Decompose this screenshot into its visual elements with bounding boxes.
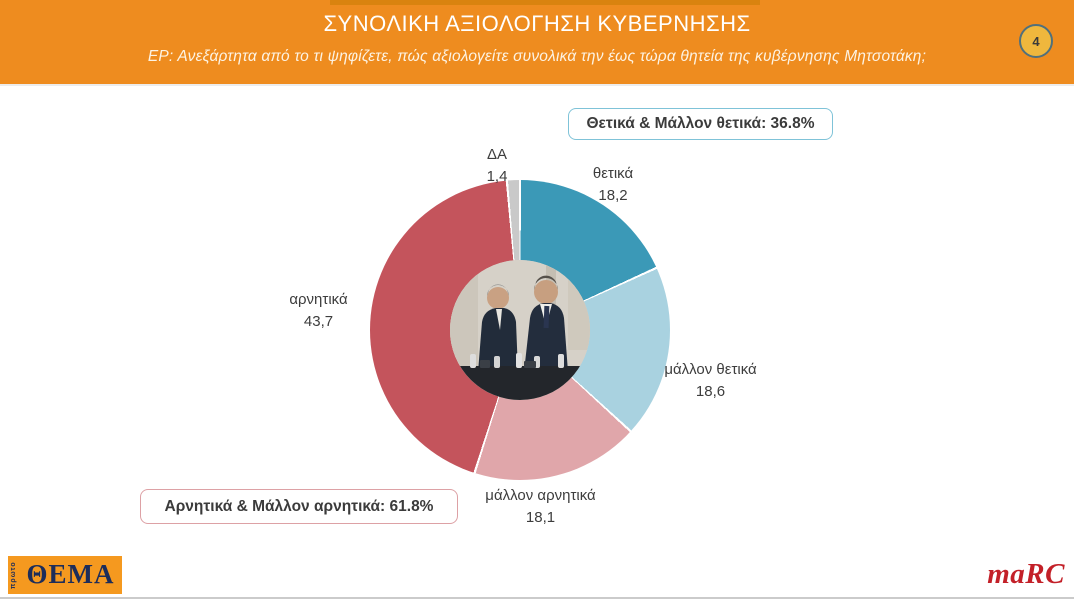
slice-name: αρνητικά xyxy=(289,291,348,308)
slice-label-mallon-thetika: μάλλον θετικά 18,6 xyxy=(648,360,773,403)
header-bar: ΣΥΝΟΛΙΚΗ ΑΞΙΟΛΟΓΗΣΗ ΚΥΒΕΡΝΗΣΗΣ ΕΡ: Ανεξά… xyxy=(0,0,1074,86)
slice-name: μάλλον θετικά xyxy=(664,361,757,378)
header-top-accent xyxy=(330,0,760,5)
positive-summary-label: Θετικά & Μάλλον θετικά: 36.8% xyxy=(586,115,815,132)
page-title: ΣΥΝΟΛΙΚΗ ΑΞΙΟΛΟΓΗΣΗ ΚΥΒΕΡΝΗΣΗΣ xyxy=(323,11,751,36)
negative-summary-box: Αρνητικά & Μάλλον αρνητικά: 61.8% xyxy=(140,489,458,524)
slice-value: 1,4 xyxy=(486,168,508,186)
marc-logo: maRC xyxy=(987,558,1065,590)
question-subtitle: ΕΡ: Ανεξάρτητα από το τι ψηφίζετε, πώς α… xyxy=(147,48,927,65)
slice-name: μάλλον αρνητικά xyxy=(485,487,596,504)
slice-label-thetika: θετικά 18,2 xyxy=(558,164,668,207)
page-number-badge: 4 xyxy=(1019,24,1053,58)
slice-value: 18,1 xyxy=(525,509,556,527)
protothema-main-text: ΘΕΜΑ xyxy=(26,558,115,589)
slice-label-mallon-arnitika: μάλλον αρνητικά 18,1 xyxy=(478,486,603,529)
protothema-logo: πρωτο ΘΕΜΑ xyxy=(8,556,122,594)
bottom-divider-line xyxy=(0,597,1074,599)
slice-value: 43,7 xyxy=(303,313,334,331)
slice-name: ΔΑ xyxy=(486,146,508,163)
meeting-photo-illustration xyxy=(450,260,590,400)
slice-value: 18,2 xyxy=(598,187,628,205)
slice-label-da: ΔΑ 1,4 xyxy=(462,145,532,188)
slice-value: 18,6 xyxy=(695,383,726,401)
slice-label-arnitika: αρνητικά 43,7 xyxy=(266,290,371,333)
slice-name: θετικά xyxy=(592,165,634,182)
positive-summary-box: Θετικά & Μάλλον θετικά: 36.8% xyxy=(568,108,833,140)
negative-summary-label: Αρνητικά & Μάλλον αρνητικά: 61.8% xyxy=(164,497,434,515)
center-photo xyxy=(450,260,590,400)
protothema-vertical-text: πρωτο xyxy=(10,561,17,589)
